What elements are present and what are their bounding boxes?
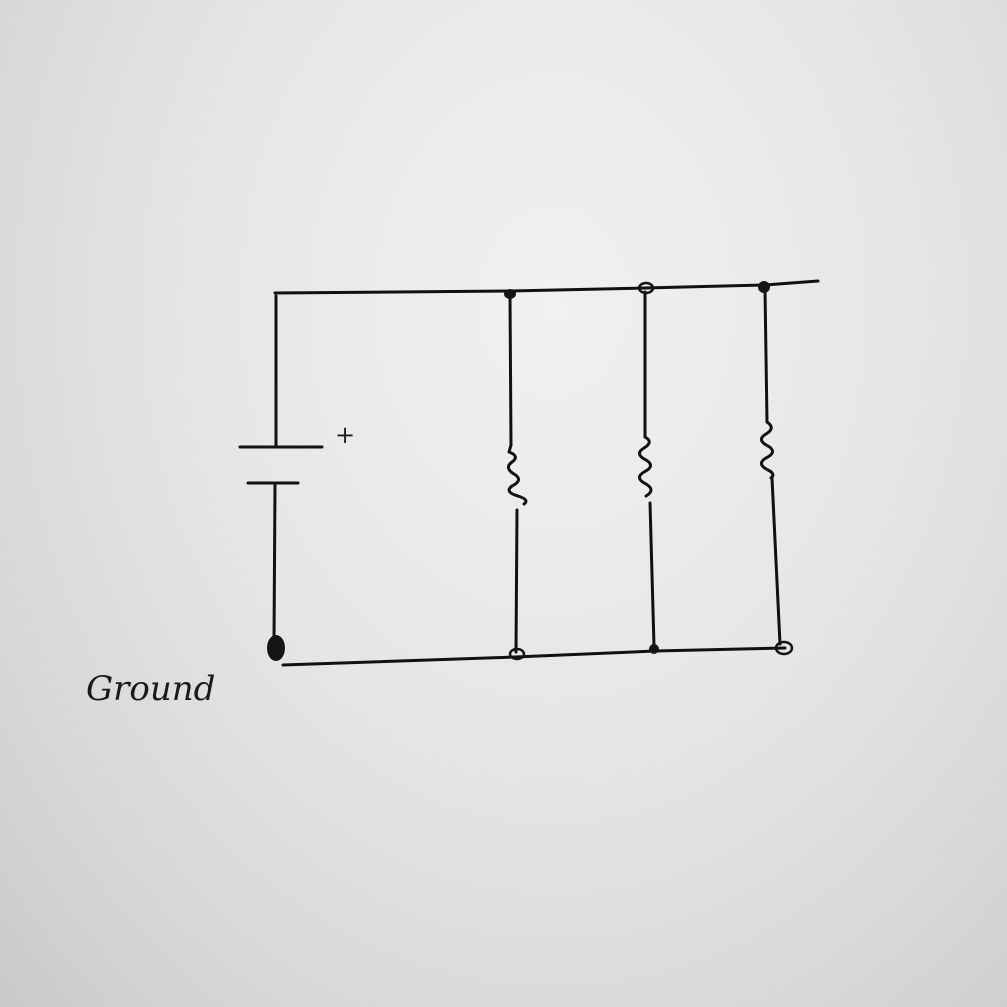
node-top-1 [504, 289, 516, 299]
resistor-branch-2 [638, 290, 656, 648]
branch-2-lower-wire [648, 501, 656, 648]
node-ground [267, 635, 285, 661]
battery-positive-label: + [335, 421, 355, 449]
branch-3-upper-wire [763, 288, 769, 424]
resistor-branch-3 [760, 288, 782, 646]
ground-label: Ground [86, 669, 215, 709]
node-bottom-1 [508, 647, 526, 661]
node-top-2 [637, 281, 655, 295]
battery-branch: + [238, 294, 355, 642]
top-rail-wire [273, 279, 820, 295]
node-bottom-3 [774, 640, 794, 656]
node-bottom-2 [649, 644, 659, 654]
resistor-1-zigzag [507, 443, 528, 506]
branch-3-lower-wire [770, 476, 782, 646]
bottom-rail-wire [281, 646, 787, 667]
junction-nodes [267, 281, 794, 661]
branch-1-lower-wire [514, 508, 519, 654]
resistor-branch-1 [507, 294, 528, 654]
battery-lower-wire [272, 483, 277, 642]
resistor-2-zigzag [638, 435, 653, 498]
resistor-3-zigzag [760, 420, 775, 480]
node-top-3 [758, 281, 770, 293]
branch-1-upper-wire [508, 294, 513, 447]
